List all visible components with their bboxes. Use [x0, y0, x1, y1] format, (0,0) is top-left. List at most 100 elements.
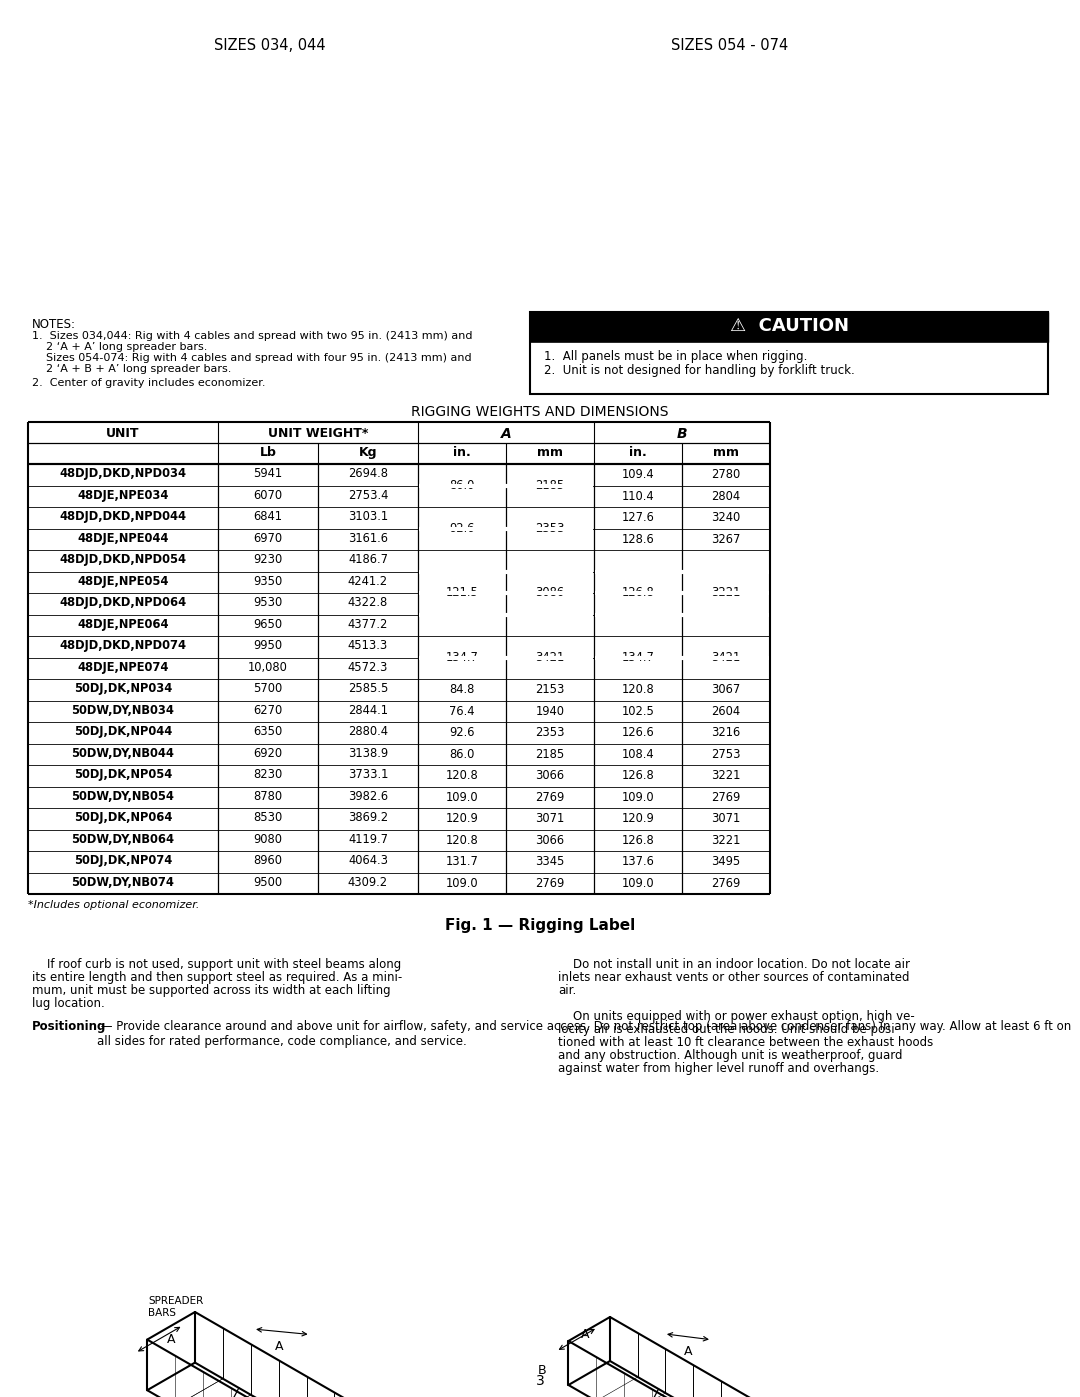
- Text: 8530: 8530: [254, 812, 283, 824]
- Text: 5700: 5700: [254, 682, 283, 696]
- Text: 92.6: 92.6: [449, 726, 475, 739]
- Text: 3161.6: 3161.6: [348, 532, 388, 545]
- Text: 50DW,DY,NB054: 50DW,DY,NB054: [71, 789, 175, 803]
- Text: 3221: 3221: [712, 834, 741, 847]
- Text: 9530: 9530: [254, 597, 283, 609]
- Text: 48DJE,NPE064: 48DJE,NPE064: [78, 617, 168, 631]
- Text: NOTES:: NOTES:: [32, 319, 76, 331]
- Bar: [530, 312, 1048, 342]
- Text: 126.8: 126.8: [622, 834, 654, 847]
- Text: 3071: 3071: [712, 812, 741, 826]
- Text: 3066: 3066: [536, 770, 565, 782]
- Text: 1940: 1940: [536, 704, 565, 718]
- Text: 2804: 2804: [712, 490, 741, 503]
- Text: 2769: 2769: [712, 791, 741, 803]
- Text: 3495: 3495: [712, 855, 741, 869]
- Text: On units equipped with or power exhaust option, high ve-: On units equipped with or power exhaust …: [558, 1010, 915, 1023]
- Text: 3138.9: 3138.9: [348, 747, 388, 760]
- Text: mm: mm: [537, 446, 563, 460]
- Text: 3421: 3421: [536, 651, 565, 664]
- Text: 86.0: 86.0: [449, 479, 475, 492]
- Text: 2 ‘A + A’ long spreader bars.: 2 ‘A + A’ long spreader bars.: [32, 342, 207, 352]
- Text: air.: air.: [558, 983, 577, 997]
- Text: 48DJE,NPE044: 48DJE,NPE044: [78, 532, 168, 545]
- Text: 4513.3: 4513.3: [348, 640, 388, 652]
- Text: A: A: [274, 1340, 283, 1352]
- Text: 128.6: 128.6: [622, 532, 654, 546]
- Text: 92.6: 92.6: [449, 522, 475, 535]
- Text: Sizes 054-074: Rig with 4 cables and spread with four 95 in. (2413 mm) and: Sizes 054-074: Rig with 4 cables and spr…: [32, 353, 472, 363]
- Text: 4377.2: 4377.2: [348, 617, 388, 631]
- Text: Do not install unit in an indoor location. Do not locate air: Do not install unit in an indoor locatio…: [558, 958, 910, 971]
- Text: 109.0: 109.0: [446, 791, 478, 803]
- Text: B: B: [677, 427, 687, 441]
- Text: 4186.7: 4186.7: [348, 553, 388, 566]
- Text: 4322.8: 4322.8: [348, 597, 388, 609]
- Text: 109.0: 109.0: [446, 877, 478, 890]
- Text: 2780: 2780: [712, 468, 741, 481]
- Text: 48DJE,NPE034: 48DJE,NPE034: [78, 489, 168, 502]
- Text: 126.8: 126.8: [622, 587, 654, 599]
- Text: 6270: 6270: [254, 704, 283, 717]
- Text: 127.6: 127.6: [622, 511, 654, 524]
- Text: 3: 3: [536, 1375, 544, 1389]
- Text: 6070: 6070: [254, 489, 283, 502]
- Text: 10,080: 10,080: [248, 661, 288, 673]
- Text: 76.4: 76.4: [449, 704, 475, 718]
- Text: 131.7: 131.7: [446, 855, 478, 869]
- Text: lug location.: lug location.: [32, 997, 105, 1010]
- Text: A: A: [581, 1329, 590, 1341]
- Text: SIZES 034, 044: SIZES 034, 044: [214, 38, 326, 53]
- Text: 120.8: 120.8: [446, 770, 478, 782]
- Text: 2353: 2353: [536, 726, 565, 739]
- Text: 126.8: 126.8: [622, 770, 654, 782]
- Text: Fig. 1 — Rigging Label: Fig. 1 — Rigging Label: [445, 918, 635, 933]
- Text: 50DW,DY,NB034: 50DW,DY,NB034: [71, 704, 175, 717]
- Text: 50DW,DY,NB044: 50DW,DY,NB044: [71, 747, 175, 760]
- Text: 110.4: 110.4: [622, 490, 654, 503]
- Text: 50DW,DY,NB074: 50DW,DY,NB074: [71, 876, 175, 888]
- Text: 48DJD,DKD,NPD034: 48DJD,DKD,NPD034: [59, 467, 187, 481]
- Text: 9350: 9350: [254, 574, 283, 588]
- Text: 50DJ,DK,NP074: 50DJ,DK,NP074: [73, 854, 172, 868]
- Text: 6920: 6920: [254, 747, 283, 760]
- Text: 109.4: 109.4: [622, 468, 654, 481]
- Text: tioned with at least 10 ft clearance between the exhaust hoods: tioned with at least 10 ft clearance bet…: [558, 1037, 933, 1049]
- Text: and any obstruction. Although unit is weatherproof, guard: and any obstruction. Although unit is we…: [558, 1049, 903, 1062]
- Text: 2753: 2753: [712, 747, 741, 761]
- Text: 50DW,DY,NB064: 50DW,DY,NB064: [71, 833, 175, 845]
- Text: 3103.1: 3103.1: [348, 510, 388, 524]
- Text: 3216: 3216: [712, 726, 741, 739]
- Text: A: A: [501, 427, 511, 441]
- Text: 9650: 9650: [254, 617, 283, 631]
- Text: 50DJ,DK,NP034: 50DJ,DK,NP034: [73, 682, 172, 696]
- Text: 48DJD,DKD,NPD064: 48DJD,DKD,NPD064: [59, 597, 187, 609]
- Text: — Provide clearance around and above unit for airflow, safety, and service acces: — Provide clearance around and above uni…: [97, 1020, 1071, 1048]
- Text: 3240: 3240: [712, 511, 741, 524]
- Text: 2353: 2353: [536, 522, 565, 535]
- Text: 1.  Sizes 034,044: Rig with 4 cables and spread with two 95 in. (2413 mm) and: 1. Sizes 034,044: Rig with 4 cables and …: [32, 331, 473, 341]
- Text: 137.6: 137.6: [622, 855, 654, 869]
- Text: 4241.2: 4241.2: [348, 574, 388, 588]
- Text: 48DJD,DKD,NPD044: 48DJD,DKD,NPD044: [59, 510, 187, 524]
- Text: 3869.2: 3869.2: [348, 812, 388, 824]
- Text: 2185: 2185: [536, 479, 565, 492]
- Text: 134.7: 134.7: [622, 651, 654, 664]
- Text: 120.9: 120.9: [446, 812, 478, 826]
- Text: mum, unit must be supported across its width at each lifting: mum, unit must be supported across its w…: [32, 983, 391, 997]
- Text: mm: mm: [713, 446, 739, 460]
- Text: 2753.4: 2753.4: [348, 489, 388, 502]
- Text: 4064.3: 4064.3: [348, 854, 388, 868]
- Text: against water from higher level runoff and overhangs.: against water from higher level runoff a…: [558, 1062, 879, 1076]
- Text: SPREADER
BARS: SPREADER BARS: [148, 1295, 203, 1317]
- Text: 8230: 8230: [254, 768, 283, 781]
- Text: 2844.1: 2844.1: [348, 704, 388, 717]
- Text: 2880.4: 2880.4: [348, 725, 388, 738]
- Text: 2769: 2769: [536, 791, 565, 803]
- Text: 126.6: 126.6: [622, 726, 654, 739]
- Text: 3086: 3086: [536, 587, 565, 599]
- Text: 3345: 3345: [536, 855, 565, 869]
- Text: 5941: 5941: [254, 467, 283, 481]
- Text: 3066: 3066: [536, 834, 565, 847]
- Text: If roof curb is not used, support unit with steel beams along: If roof curb is not used, support unit w…: [32, 958, 402, 971]
